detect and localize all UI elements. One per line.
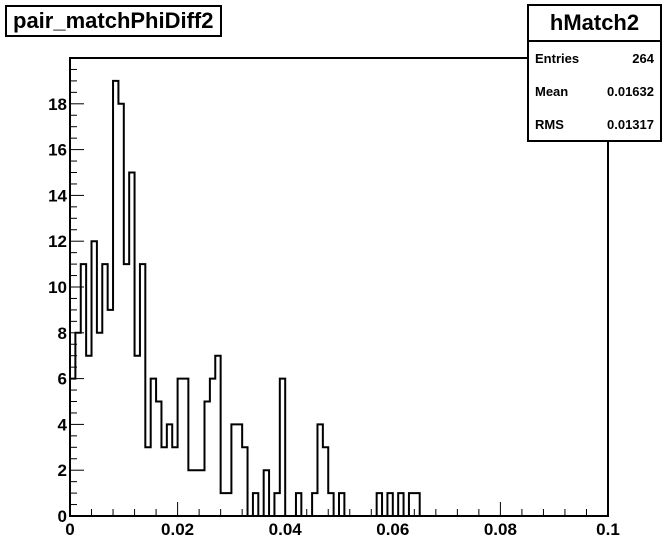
stats-entries-label: Entries [535, 51, 580, 66]
stats-entries-value: 264 [632, 51, 654, 66]
stats-row-mean: Mean 0.01632 [529, 75, 660, 108]
y-tick-label: 2 [58, 461, 67, 480]
chart-title: pair_matchPhiDiff2 [5, 5, 222, 37]
y-tick-label: 10 [48, 278, 67, 297]
x-tick-label: 0.06 [376, 520, 409, 538]
y-tick-label: 0 [58, 507, 67, 526]
stats-box: hMatch2 Entries 264 Mean 0.01632 RMS 0.0… [527, 4, 662, 142]
histogram-outline [69, 79, 426, 517]
stats-mean-label: Mean [535, 84, 569, 99]
stats-mean-value: 0.01632 [607, 84, 654, 99]
y-tick-label: 12 [48, 232, 67, 251]
stats-rms-value: 0.01317 [607, 117, 654, 132]
y-tick-label: 6 [58, 370, 67, 389]
y-tick-label: 4 [58, 415, 68, 434]
stats-rms-label: RMS [535, 117, 564, 132]
x-tick-label: 0.1 [596, 520, 620, 538]
x-tick-label: 0.04 [269, 520, 303, 538]
y-tick-label: 8 [58, 324, 67, 343]
y-tick-label: 16 [48, 141, 67, 160]
x-tick-label: 0.02 [161, 520, 194, 538]
x-tick-label: 0.08 [484, 520, 517, 538]
x-tick-label: 0 [65, 520, 74, 538]
y-tick-label: 14 [48, 186, 67, 205]
stats-row-entries: Entries 264 [529, 42, 660, 75]
y-tick-label: 18 [48, 95, 67, 114]
stats-histogram-name: hMatch2 [529, 6, 660, 42]
plot-frame [69, 57, 609, 517]
stats-row-rms: RMS 0.01317 [529, 108, 660, 141]
